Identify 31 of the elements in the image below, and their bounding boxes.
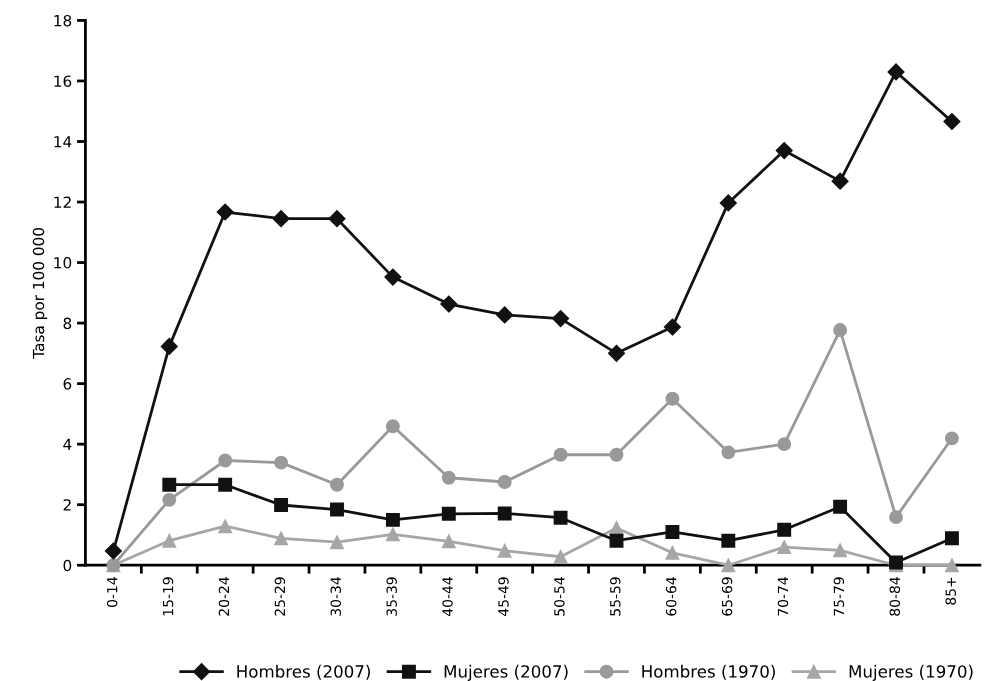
x-tick-label: 55-59 (610, 577, 621, 616)
x-tick-label: 30-34 (330, 577, 342, 616)
x-tick-label: 20-24 (218, 577, 230, 616)
x-tick-label: 50-54 (554, 577, 565, 616)
y-tick-label: 0 (63, 559, 72, 572)
legend-label: Mujeres (1970) (849, 664, 973, 681)
y-tick-label: 4 (63, 438, 72, 450)
y-tick-label: 10 (54, 257, 72, 269)
legend-label: Mujeres (2007) (444, 664, 568, 681)
x-tick-label: 45-49 (498, 577, 509, 617)
y-tick-label: 16 (54, 75, 72, 87)
x-tick-label: 0-14 (106, 577, 118, 607)
x-tick-label: 75-79 (833, 577, 845, 616)
y-tick-label: 6 (63, 378, 72, 390)
y-tick-label: 14 (54, 136, 72, 148)
x-tick-label: 25-29 (274, 577, 286, 616)
x-tick-label: 65-69 (721, 577, 733, 616)
x-tick-label: 85+ (945, 577, 956, 605)
x-tick-label: 40-44 (442, 577, 453, 617)
y-tick-label: 18 (54, 14, 72, 27)
x-tick-label: 35-39 (386, 577, 397, 616)
legend-label: Hombres (1970) (642, 664, 775, 680)
x-tick-label: 60-64 (665, 577, 677, 616)
x-tick-label: 70-74 (777, 577, 789, 616)
y-tick-label: 8 (63, 317, 72, 330)
y-tick-label: 12 (54, 196, 71, 208)
y-tick-label: 2 (63, 499, 71, 511)
legend-label: Hombres (2007) (237, 664, 370, 680)
x-tick-label: 80-84 (889, 577, 901, 616)
y-axis-title: Tasa por 100 000 (32, 227, 48, 359)
x-tick-label: 15-19 (162, 577, 174, 616)
